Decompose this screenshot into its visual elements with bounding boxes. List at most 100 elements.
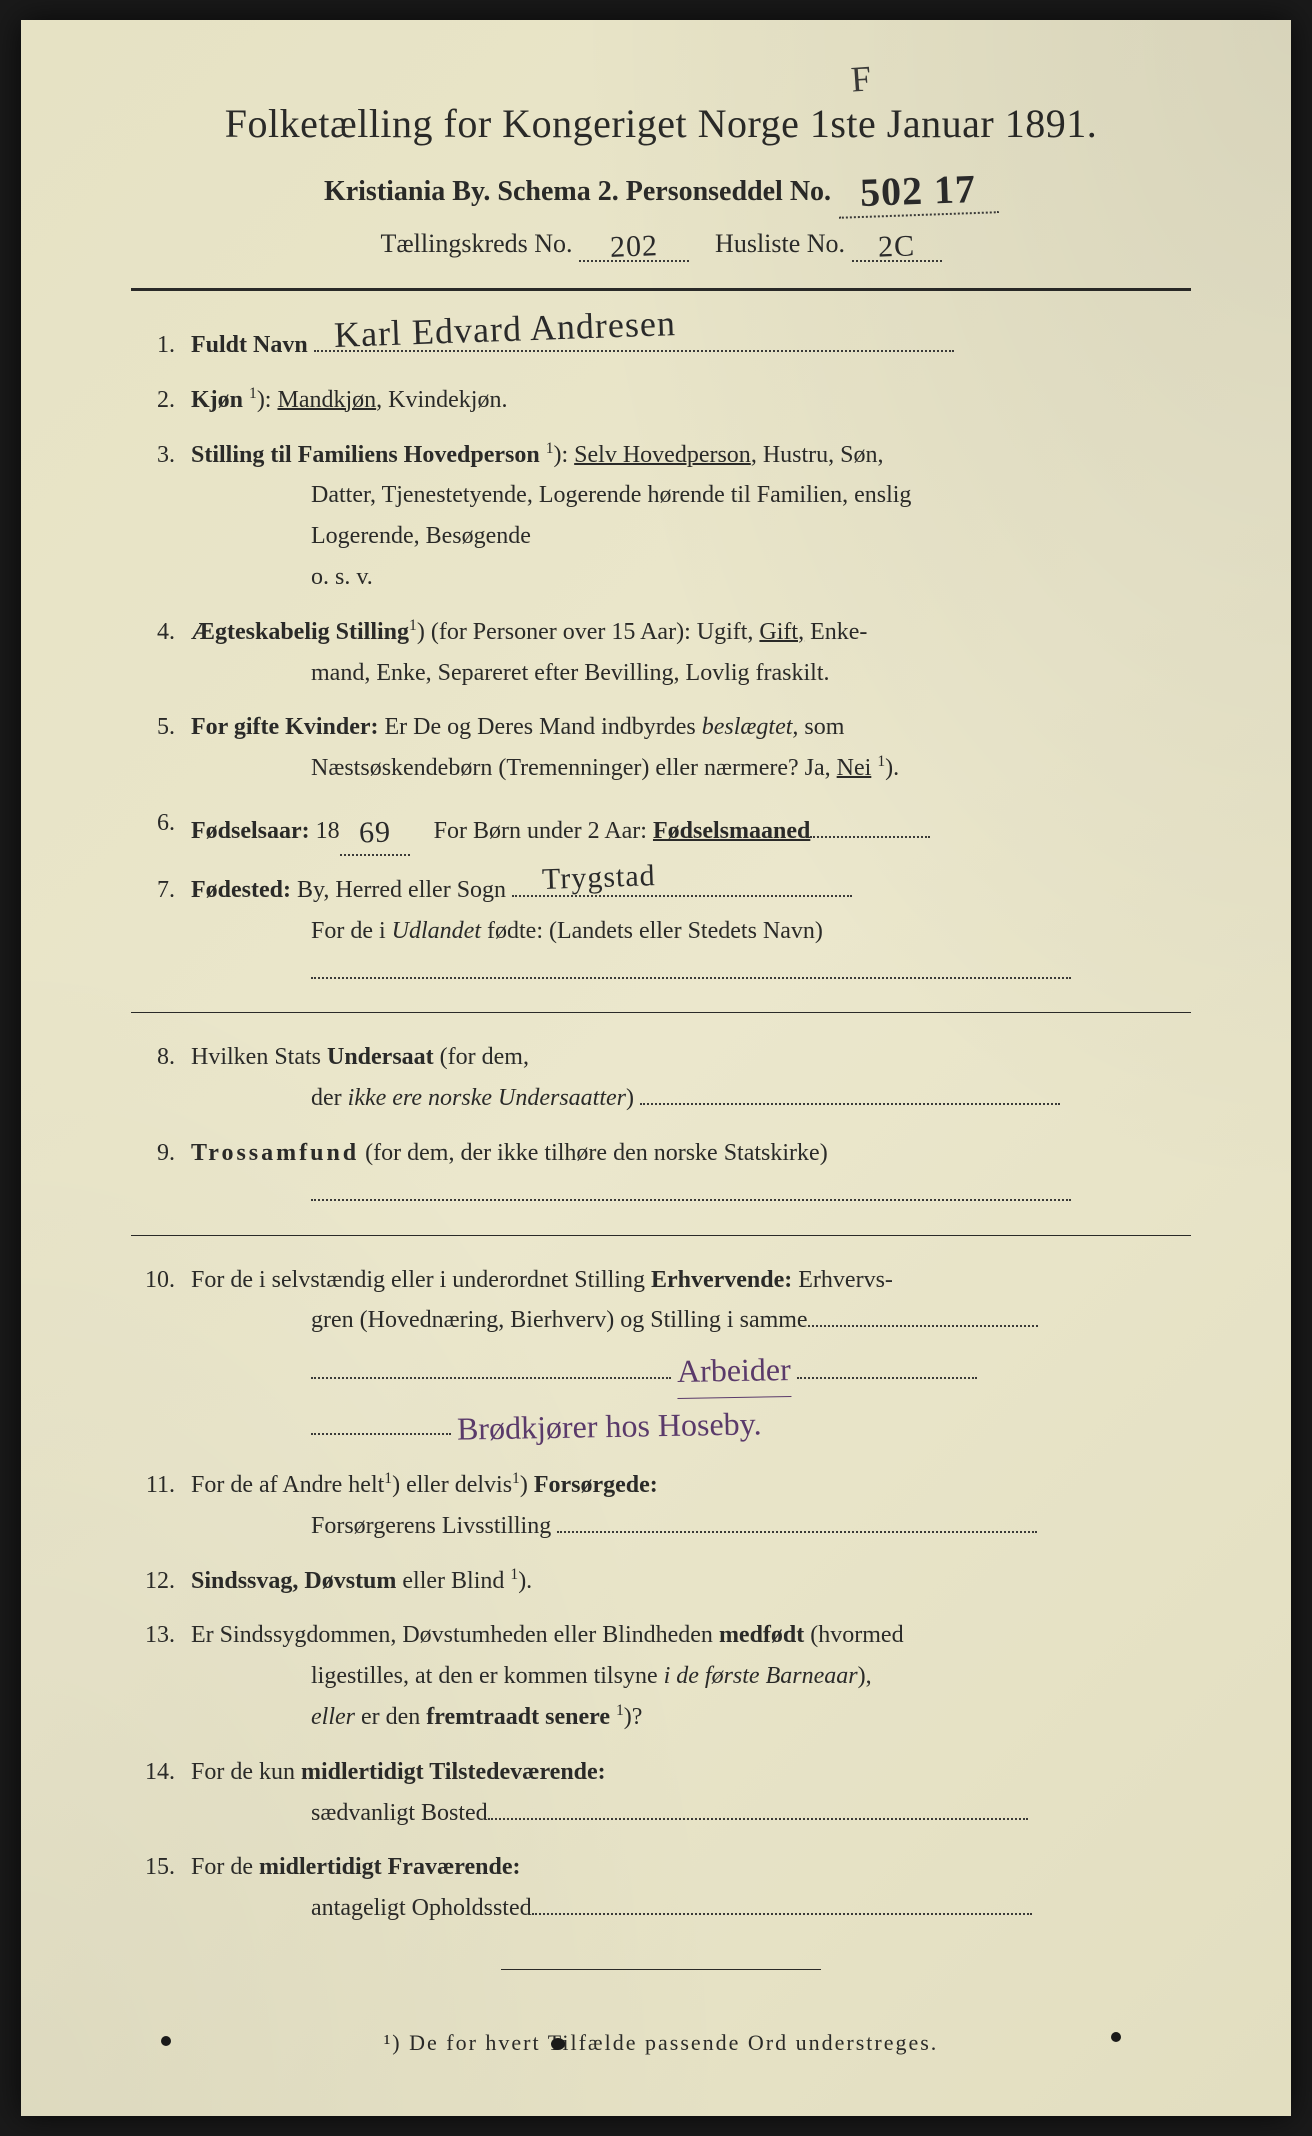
dotted-blank [311,1177,1071,1201]
item8-a: Hvilken Stats [191,1044,321,1070]
item-2: 2. Kjøn 1): Mandkjøn, Kvindekjøn. [131,380,1191,421]
item-num: 14. [131,1752,175,1793]
full-name-value: Karl Edvard Andresen [333,293,677,366]
item8-line2: der ikke ere norske Undersaatter) [191,1078,1191,1119]
item10-a: For de i selvstændig eller i underordnet… [191,1267,645,1293]
item11-a: For de af Andre helt [191,1472,384,1498]
item-num: 13. [131,1615,175,1656]
item-num: 1. [131,325,175,366]
item10-b: Erhvervs- [798,1267,893,1293]
item-num: 10. [131,1260,175,1301]
occupation-value-2: Brødkjører hos Hoseby. [457,1396,762,1456]
marital-selected: Gift, [759,619,804,645]
label-7: Fødested: [191,877,291,903]
item9-bold: Trossamfund [191,1140,359,1166]
item-num: 8. [131,1037,175,1078]
header-rule [131,288,1191,291]
item13-a: Er Sindssygdommen, Døvstumheden eller Bl… [191,1622,713,1648]
relation-selected: Selv Hovedperson [574,442,751,468]
item-1: 1. Fuldt Navn Karl Edvard Andresen [131,325,1191,366]
item-15: 15. For de midlertidigt Fraværende: anta… [131,1847,1191,1929]
item4-post: Enke- [810,619,867,645]
item9-text: (for dem, der ikke tilhøre den norske St… [365,1140,828,1166]
item3-line3: Logerende, Besøgende [191,516,1191,557]
form-header: Folketælling for Kongeriget Norge 1ste J… [131,100,1191,262]
sex-other: Kvindekjøn [388,387,501,413]
line3b: Husliste No. [715,229,845,258]
ink-dot [1111,2032,1121,2042]
item14-line2: sædvanligt Bosted [191,1793,1191,1834]
label-1: Fuldt Navn [191,332,308,358]
item10-bold: Erhvervende: [651,1267,792,1293]
item7-text: By, Herred eller Sogn [297,877,506,903]
husliste-no: 2C [877,229,915,264]
birth-year: 69 [358,806,392,858]
dotted-blank [311,955,1071,979]
item4-line2: mand, Enke, Separeret efter Bevilling, L… [191,653,1191,694]
item8-bold: Undersaat [327,1044,434,1070]
occupation-value-1: Arbeider [677,1342,792,1399]
item11-bold: Forsørgede: [534,1472,658,1498]
item13-line3: eller er den fremtraadt senere 1)? [191,1697,1191,1738]
item-num: 2. [131,380,175,421]
item12-bold: Sindssvag, Døvstum [191,1568,396,1594]
item5-t2: som [804,714,844,740]
item8-b: (for dem, [440,1044,529,1070]
item14-a: For de kun [191,1759,295,1785]
ink-dot [161,2036,171,2046]
label-6b: For Børn under 2 Aar: [434,818,647,844]
footnote: ¹) De for hvert Tilfælde passende Ord un… [131,2030,1191,2056]
item-14: 14. For de kun midlertidigt Tilstedevære… [131,1752,1191,1834]
label-6a: Fødselsaar: [191,818,310,844]
item-8: 8. Hvilken Stats Undersaat (for dem, der… [131,1037,1191,1119]
footnote-rule [501,1969,821,1970]
item-9: 9. Trossamfund (for dem, der ikke tilhør… [131,1133,1191,1215]
item-5: 5. For gifte Kvinder: Er De og Deres Man… [131,707,1191,789]
item10-line2: gren (Hovednæring, Bierhverv) og Stillin… [191,1300,1191,1341]
item-num: 6. [131,803,175,844]
relation-rest1: Hustru, Søn, [763,442,884,468]
item-6: 6. Fødselsaar: 18 69 For Børn under 2 Aar… [131,803,1191,856]
ink-dot [551,2038,565,2050]
item-num: 4. [131,612,175,653]
item15-line2: antageligt Opholdssted [191,1888,1191,1929]
item-7: 7. Fødested: By, Herred eller Sogn Trygs… [131,870,1191,992]
item-10: 10. For de i selvstændig eller i underor… [131,1260,1191,1451]
related-selected: Nei [837,755,872,781]
line2-prefix: Kristiania By. Schema 2. Personseddel No… [324,176,831,207]
item-11: 11. For de af Andre helt1) eller delvis1… [131,1465,1191,1547]
item-4: 4. Ægteskabelig Stilling1) (for Personer… [131,612,1191,694]
item3-line4: o. s. v. [191,557,1191,598]
item15-a: For de [191,1854,253,1880]
item-3: 3. Stilling til Familiens Hovedperson 1)… [131,435,1191,598]
item-num: 15. [131,1847,175,1888]
section-rule-2 [131,1235,1191,1236]
item14-bold: midlertidigt Tilstedeværende: [301,1759,606,1785]
sex-selected: Mandkjøn [277,387,376,413]
item15-bold: midlertidigt Fraværende: [259,1854,521,1880]
item13-bold1: medfødt [719,1622,804,1648]
item-num: 3. [131,435,175,476]
item5-em1: beslægtet, [702,714,799,740]
item5-line2: Næstsøskendebørn (Tremenninger) eller næ… [191,748,1191,789]
label-4: Ægteskabelig Stilling [191,619,409,645]
item13-b: (hvormed [810,1622,903,1648]
item-num: 9. [131,1133,175,1174]
item-num: 12. [131,1561,175,1602]
item11-line2: Forsørgerens Livsstilling [191,1506,1191,1547]
label-2: Kjøn [191,387,243,413]
label-5: For gifte Kvinder: [191,714,379,740]
header-line2: Kristiania By. Schema 2. Personseddel No… [131,163,1191,212]
item5-t1: Er De og Deres Mand indbyrdes [385,714,696,740]
label-6c: Fødselsmaaned [653,818,810,844]
item7-line2: For de i Udlandet fødte: (Landets eller … [191,911,1191,952]
century: 18 [316,818,340,844]
item-num: 5. [131,707,175,748]
label-3: Stilling til Familiens Hovedperson [191,442,540,468]
header-line3: Tællingskreds No. 202 Husliste No. 2C [131,226,1191,262]
item-13: 13. Er Sindssygdommen, Døvstumheden elle… [131,1615,1191,1737]
line3a: Tællingskreds No. [380,229,572,258]
item4-pre: Ugift, [697,619,754,645]
personseddel-no: 502 17 [837,164,999,219]
item13-line2: ligestilles, at den er kommen tilsyne i … [191,1656,1191,1697]
